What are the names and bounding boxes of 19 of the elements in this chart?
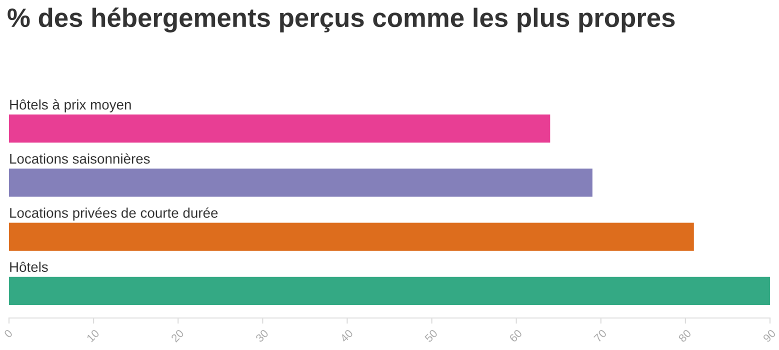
bar	[9, 114, 550, 143]
x-tick-label: 70	[593, 328, 608, 343]
bar	[9, 168, 592, 197]
x-tick-label: 80	[678, 328, 692, 343]
x-tick-label: 90	[762, 328, 776, 343]
x-tick-label: 20	[170, 328, 184, 343]
x-tick-label: 60	[508, 328, 523, 343]
y-tick-label: Hôtels	[10, 262, 48, 272]
x-tick-label: 50	[424, 328, 438, 343]
y-tick-label: Locations saisonnières	[10, 153, 150, 164]
x-tick-label: 40	[340, 328, 354, 343]
bar	[9, 276, 770, 306]
y-tick-label: Locations privées de courte durée	[10, 207, 218, 221]
chart-title: % des hébergements perçus comme les plus propres	[8, 8, 675, 32]
x-tick-label: 10	[86, 328, 100, 342]
bar	[9, 222, 694, 251]
y-tick-label: Hôtels à prix moyen	[10, 99, 131, 112]
x-tick-label: 0	[4, 328, 13, 338]
x-tick-label: 30	[255, 328, 269, 343]
